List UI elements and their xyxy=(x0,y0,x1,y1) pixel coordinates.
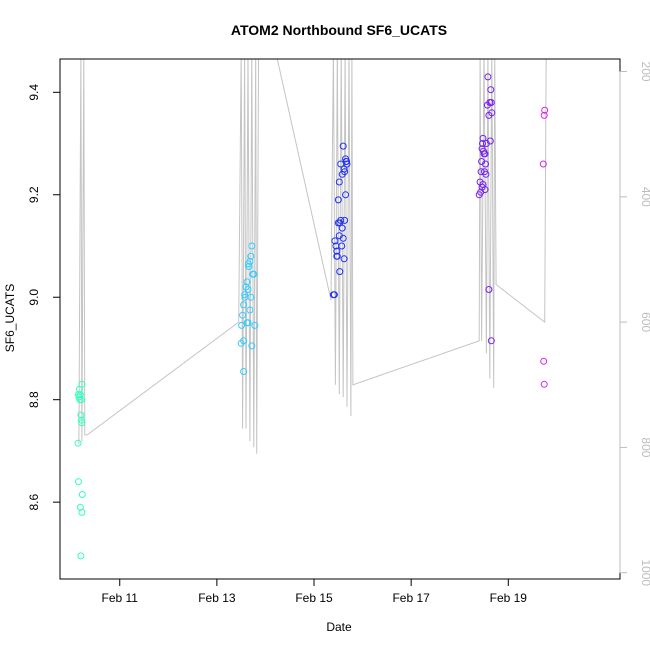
data-point xyxy=(481,150,489,158)
data-point xyxy=(241,291,249,299)
data-point xyxy=(481,168,488,176)
data-point xyxy=(341,216,349,224)
data-point xyxy=(75,391,82,399)
y-axis: 8.6 8.8 9.0 9.2 9.4 xyxy=(27,84,61,510)
data-point xyxy=(540,357,548,365)
data-point xyxy=(486,137,494,145)
y2-tick-label: 1000 xyxy=(639,559,650,586)
data-point xyxy=(240,368,248,375)
data-point xyxy=(244,319,252,327)
y2-axis: 200 400 600 800 1000 xyxy=(619,62,650,586)
data-point xyxy=(342,155,350,163)
data-point xyxy=(244,286,252,293)
data-point xyxy=(76,503,84,511)
x-axis-label: Date xyxy=(326,620,352,634)
data-point xyxy=(333,252,341,260)
data-point xyxy=(243,278,251,286)
data-point xyxy=(338,170,346,178)
data-point xyxy=(338,224,346,232)
data-point xyxy=(330,291,338,299)
x-tick-label: Feb 15 xyxy=(295,591,333,605)
data-point xyxy=(339,142,347,150)
data-point xyxy=(77,416,85,424)
data-point xyxy=(487,99,495,106)
x-tick-label: Feb 11 xyxy=(102,591,139,605)
data-point xyxy=(487,337,495,345)
x-axis: Feb 11 Feb 13 Feb 15 Feb 17 Feb 19 xyxy=(102,578,528,605)
data-point xyxy=(78,491,86,498)
data-point xyxy=(251,321,259,329)
data-point xyxy=(78,419,86,427)
y-tick-label: 8.8 xyxy=(27,391,41,408)
data-point xyxy=(541,106,549,114)
data-point xyxy=(78,508,86,516)
data-point xyxy=(74,439,82,447)
chart-title: ATOM2 Northbound SF6_UCATS xyxy=(231,22,447,38)
data-point xyxy=(247,293,255,301)
data-point xyxy=(484,73,492,81)
data-point xyxy=(485,286,493,293)
track-line-2 xyxy=(276,59,547,417)
y2-tick-label: 600 xyxy=(639,312,650,332)
data-point xyxy=(239,311,247,319)
data-point xyxy=(248,342,256,350)
data-point xyxy=(336,268,344,276)
data-point xyxy=(245,263,253,270)
y2-tick-label: 400 xyxy=(639,187,650,207)
data-point xyxy=(487,86,495,94)
data-point xyxy=(339,234,347,242)
data-point xyxy=(338,242,346,250)
data-point xyxy=(481,186,489,194)
data-point xyxy=(337,216,345,224)
y2-tick-label: 800 xyxy=(639,437,650,457)
data-point xyxy=(335,178,343,186)
data-point xyxy=(77,552,85,560)
data-point xyxy=(78,380,86,388)
data-point xyxy=(539,160,547,168)
x-tick-label: Feb 13 xyxy=(198,591,236,605)
data-point xyxy=(334,196,342,204)
data-point xyxy=(488,109,496,117)
y-tick-label: 9.0 xyxy=(27,289,41,306)
data-point xyxy=(331,237,339,245)
data-point xyxy=(76,391,84,399)
data-point xyxy=(540,380,548,388)
data-point xyxy=(75,478,82,486)
data-point xyxy=(248,242,256,250)
data-points xyxy=(74,73,549,560)
y-tick-label: 9.2 xyxy=(27,186,41,203)
track-lines xyxy=(78,59,547,454)
y-tick-label: 8.6 xyxy=(27,493,41,510)
data-point xyxy=(247,252,255,260)
track-line-1 xyxy=(78,59,260,454)
data-point xyxy=(77,411,85,419)
data-point xyxy=(244,260,252,268)
data-point xyxy=(342,191,350,199)
y-axis-label: SF6_UCATS xyxy=(3,284,17,352)
data-point xyxy=(479,134,487,142)
data-point xyxy=(479,140,486,147)
y-tick-label: 9.4 xyxy=(27,84,41,101)
data-point xyxy=(482,160,489,168)
data-point xyxy=(246,306,254,314)
data-point xyxy=(240,337,248,345)
plot-area xyxy=(74,59,549,560)
y2-tick-label: 200 xyxy=(639,62,650,82)
data-point xyxy=(250,270,258,278)
data-point xyxy=(240,301,248,309)
data-point xyxy=(337,160,345,168)
data-point xyxy=(540,111,548,119)
data-point xyxy=(238,321,246,329)
x-tick-label: Feb 17 xyxy=(392,591,430,605)
data-point xyxy=(340,255,348,263)
data-point xyxy=(333,247,341,255)
x-tick-label: Feb 19 xyxy=(490,591,528,605)
data-point xyxy=(77,396,85,404)
